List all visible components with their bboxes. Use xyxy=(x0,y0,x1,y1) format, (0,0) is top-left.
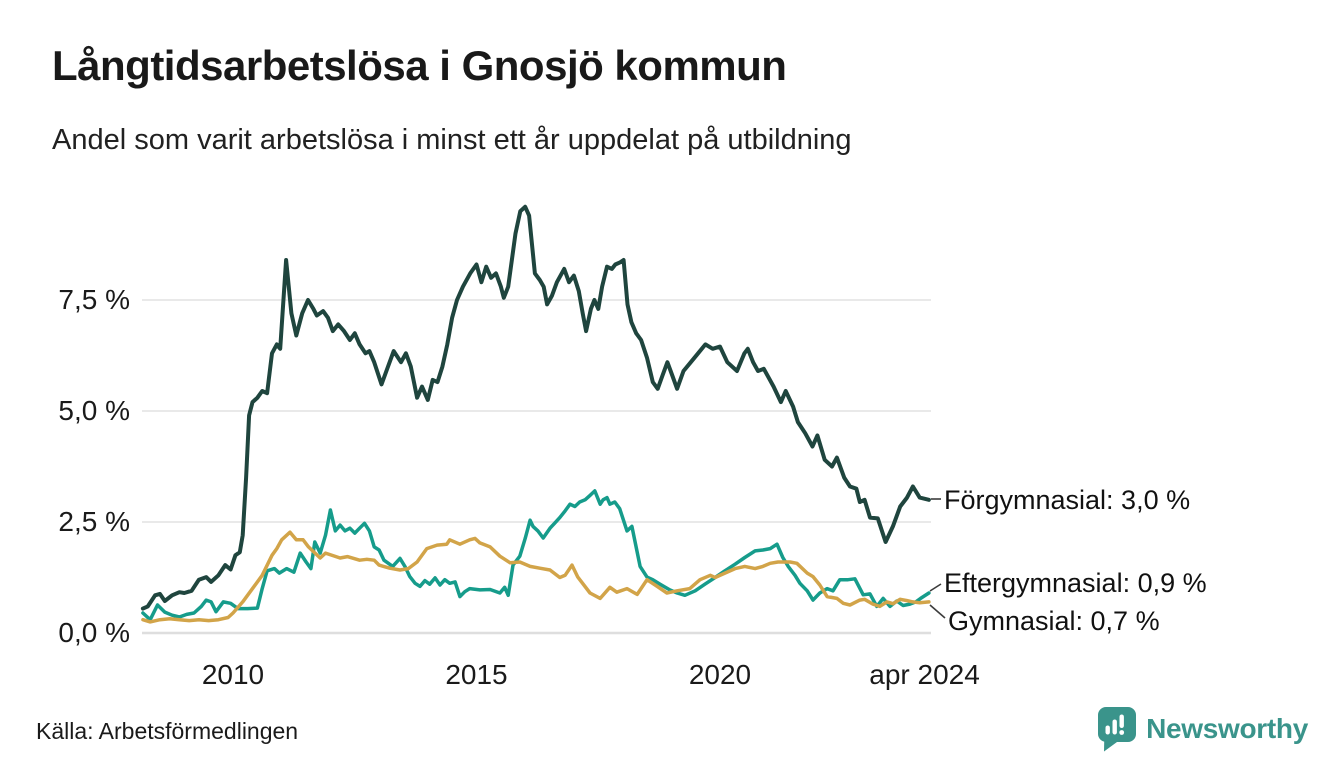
line-end-label-forgymnasial: Förgymnasial: 3,0 % xyxy=(944,485,1191,515)
x-axis-tick-label: apr 2024 xyxy=(869,659,980,690)
x-axis-tick-label: 2015 xyxy=(445,659,508,690)
x-axis-tick-label: 2010 xyxy=(201,659,265,690)
source-text: Källa: Arbetsförmedlingen xyxy=(36,718,299,744)
y-axis-tick-label: 5,0 % xyxy=(58,395,130,426)
y-axis-tick-label: 0,0 % xyxy=(58,617,130,648)
x-axis-tick-label: 2020 xyxy=(688,659,752,690)
series-line-eftergymnasial xyxy=(141,489,931,622)
line-end-label-gymnasial: Gymnasial: 0,7 % xyxy=(948,606,1160,636)
page-title: Långtidsarbetslösa i Gnosjö kommun xyxy=(52,42,787,89)
annotation-connector-gymnasial xyxy=(929,604,946,619)
chart-subtitle: Andel som varit arbetslösa i minst ett å… xyxy=(52,124,852,156)
newsworthy-logo: Newsworthy xyxy=(1097,706,1308,752)
line-end-label-eftergymnasial: Eftergymnasial: 0,9 % xyxy=(944,568,1207,598)
newsworthy-logo-icon xyxy=(1098,707,1137,752)
y-axis-tick-label: 7,5 % xyxy=(58,284,130,315)
series-line-forgymnasial xyxy=(140,204,931,611)
annotation-connector-eftergymnasial xyxy=(929,583,942,592)
y-axis-tick-label: 2,5 % xyxy=(58,506,130,537)
newsworthy-wordmark: Newsworthy xyxy=(1146,713,1308,744)
series-line-gymnasial xyxy=(141,530,931,624)
